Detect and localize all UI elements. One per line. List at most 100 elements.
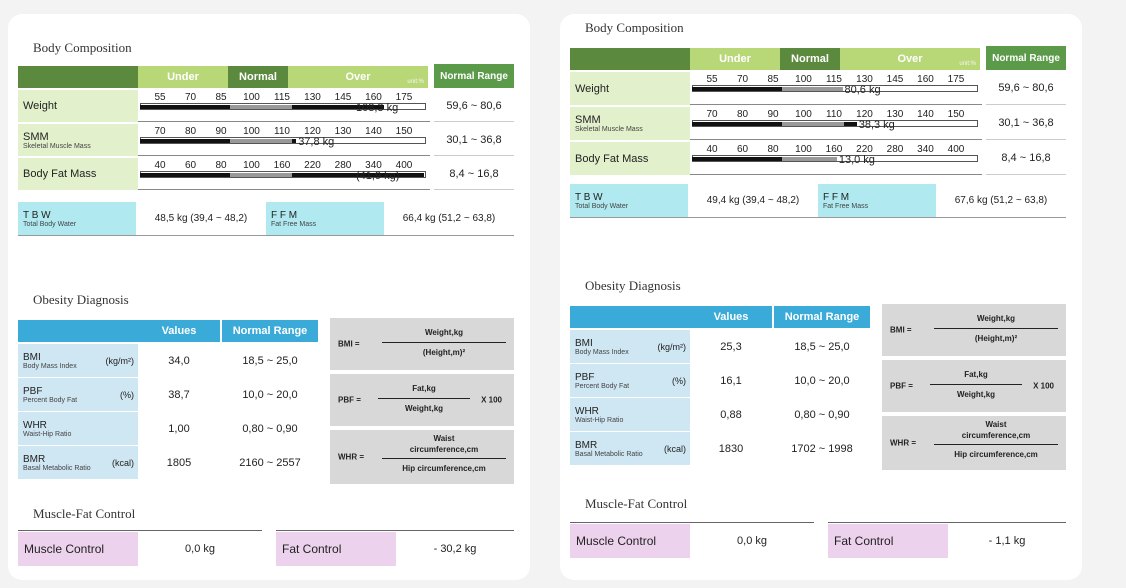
pbf-formula: PBF = Fat,kg Weight,kg X 100 [882,360,1066,412]
header-over-label: Over [345,71,371,83]
ffm-name: F F M [823,191,850,203]
obesity-row-value-0: 34,0 [168,355,190,367]
bar-value: 80,6 kg [844,84,881,96]
muscle-fat-control-title: Muscle-Fat Control [585,496,688,511]
obesity-row-subname: Basal Metabolic Ratio [575,450,643,458]
muscle-control-value: 0,0 kg [737,535,767,547]
scale-tick: 220 [856,144,873,155]
header-over: Over unit:% [288,66,428,88]
row-subname: Skeletal Muscle Mass [575,126,643,133]
scale-tick: 130 [304,92,321,103]
header-normal-range: Normal Range [986,46,1066,70]
bmi-formula-numerator: Weight,kg [424,328,464,337]
header-normal: Normal [228,66,288,88]
bar-over-segment [292,173,424,177]
scale-tick: 145 [886,74,904,85]
row-name: SMM [23,130,49,143]
scale-tick: 80 [767,144,779,155]
tbw-label: T B W Total Body Water [570,184,688,217]
muscle-control-divider [570,522,814,523]
row-label-0: Weight [18,90,138,122]
scale-tick: 115 [274,92,290,103]
scale-tick: 400 [947,144,965,155]
muscle-control-value: 0,0 kg [185,543,215,555]
scale-tick: 145 [334,92,352,103]
bar-under-segment [140,139,230,143]
obesity-row-subname: Body Mass Index [23,362,77,370]
scale-tick: 130 [886,109,904,120]
pbf-formula-lhs: PBF = [338,395,361,405]
scale-tick: 160 [365,92,382,103]
whr-formula: WHR = Waist circumference,cm Hip circumfere… [330,430,514,484]
scale-tick: 80 [736,109,749,120]
bmi-formula-lhs: BMI = [890,325,912,335]
obesity-row-label-3: BMR Basal Metabolic Ratio (kcal) [570,432,690,466]
bar-value: 108,3 kg [356,102,399,114]
tbw-subname: Total Body Water [575,202,629,210]
obesity-diagnosis-title: Obesity Diagnosis [585,278,681,293]
obesity-row-label-1: PBF Percent Body Fat (%) [570,364,690,398]
bar-scale: 55 70 85 100 115 130 145 160 175 [690,74,982,86]
row-name: SMM [575,114,601,126]
obesity-row-range-0: 18,5 ~ 25,0 [242,355,298,367]
whr-formula-fraction-line [934,444,1058,445]
obesity-row-label-0: BMI Body Mass Index (kg/m²) [570,330,690,364]
scale-tick: 140 [917,109,934,120]
bar-area-0: 55 70 85 100 115 130 145 160 175 80,6 kg [690,72,982,105]
obesity-header-blank [570,306,690,328]
scale-tick: 115 [826,74,842,85]
scale-tick: 70 [706,109,718,120]
row-range-1: 30,1 ~ 36,8 [986,107,1066,140]
tbw-name: T B W [23,209,51,221]
bar-value: (41,9 kg) [356,170,400,182]
pbf-formula-denominator: Weight,kg [956,390,996,399]
bar-area-1: 70 80 90 100 110 120 130 140 150 37,8 kg [138,124,430,156]
unit-label: unit:% [959,61,976,67]
obesity-row-value-2: 0,88 [720,409,742,421]
scale-tick: 70 [184,92,197,103]
pbf-formula-fraction-line [930,384,1022,385]
obesity-diagnosis-title: Obesity Diagnosis [33,292,129,307]
ffm-value: 67,6 kg (51,2 ~ 63,8) [954,195,1048,206]
whr-formula-numerator-line1: Waist [985,420,1007,429]
scale-tick: 110 [274,126,290,137]
row-range-0: 59,6 ~ 80,6 [434,90,514,122]
whr-formula-lhs: WHR = [338,452,364,462]
obesity-row-label-0: BMI Body Mass Index (kg/m²) [18,344,138,378]
header-under: Under [138,66,228,88]
scale-tick: 280 [886,144,904,155]
header-blank [570,48,690,70]
row-label-2: Body Fat Mass [570,142,690,175]
whr-formula-numerator-line1: Waist [433,434,455,443]
bar-value: 38,3 kg [858,119,895,131]
row-range-2: 8,4 ~ 16,8 [986,142,1066,175]
body-composition-title: Body Composition [33,40,132,55]
bar-under-segment [692,87,782,91]
tbw-subname: Total Body Water [23,220,77,228]
obesity-row-value-1: 38,7 [168,389,190,401]
scale-tick: 85 [215,92,227,103]
bar-normal-segment [230,105,292,109]
bar-scale: 40 60 80 100 160 220 280 340 400 [138,160,430,172]
bar-scale: 70 80 90 100 110 120 130 140 150 [138,126,430,138]
bar-normal-segment [230,173,292,177]
whr-formula-numerator-line2: circumference,cm [961,431,1031,440]
scale-tick: 80 [215,160,227,171]
obesity-row-range-1: 10,0 ~ 20,0 [242,389,298,401]
row-name: Body Fat Mass [575,152,649,165]
scale-tick: 55 [706,74,718,85]
obesity-row-subname: Percent Body Fat [23,396,78,404]
bar-over-segment [844,122,857,126]
ffm-subname: Fat Free Mass [271,220,317,228]
scale-tick: 160 [825,144,843,155]
row-name: Body Fat Mass [23,168,97,180]
bmi-formula-denominator: (Height,m)² [974,334,1018,343]
obesity-row-name: PBF [23,385,43,397]
obesity-row-subname: Waist-Hip Ratio [23,430,72,438]
whr-formula-denominator: Hip circumference,cm [402,464,486,473]
obesity-header-blank [18,320,138,342]
bar-scale: 40 60 80 100 160 220 280 340 400 [690,144,982,156]
obesity-row-value-3: 1830 [718,443,744,455]
bar-under-segment [692,122,782,126]
bmi-formula-fraction-line [934,328,1058,329]
